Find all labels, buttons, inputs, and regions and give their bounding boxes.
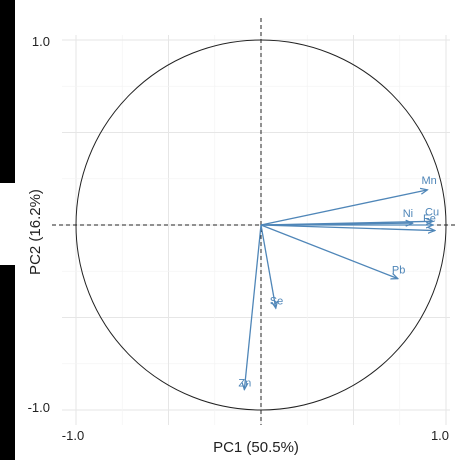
variable-label-cu: Cu: [425, 206, 439, 218]
loading-arrow-mn: [260, 190, 428, 226]
y-tick-label: 1.0: [32, 34, 50, 49]
y-tick-label: -1.0: [28, 400, 50, 415]
loading-arrow-se: [260, 224, 276, 308]
loading-arrow-unlabeled-4: [260, 224, 435, 231]
variable-label-mn: Mn: [422, 175, 437, 187]
loading-arrow-zn: [244, 224, 262, 390]
x-tick-label: -1.0: [62, 428, 84, 443]
x-axis-title: PC1 (50.5%): [213, 439, 299, 456]
y-axis-title: PC2 (16.2%): [27, 189, 44, 275]
variable-label-zn: Zn: [238, 378, 251, 390]
loading-arrow-pb: [260, 224, 398, 279]
variable-label-ni: Ni: [403, 208, 413, 220]
variable-label-fe: Fe: [423, 213, 436, 225]
variable-label-pb: Pb: [392, 265, 405, 277]
left-edge-bar-top: [0, 0, 15, 183]
left-edge-bar-bottom: [0, 265, 15, 460]
variable-label-se: Se: [270, 295, 283, 307]
x-tick-label: 1.0: [431, 428, 449, 443]
tick-labels: -1.0 1.0 1.0 -1.0: [28, 34, 449, 443]
